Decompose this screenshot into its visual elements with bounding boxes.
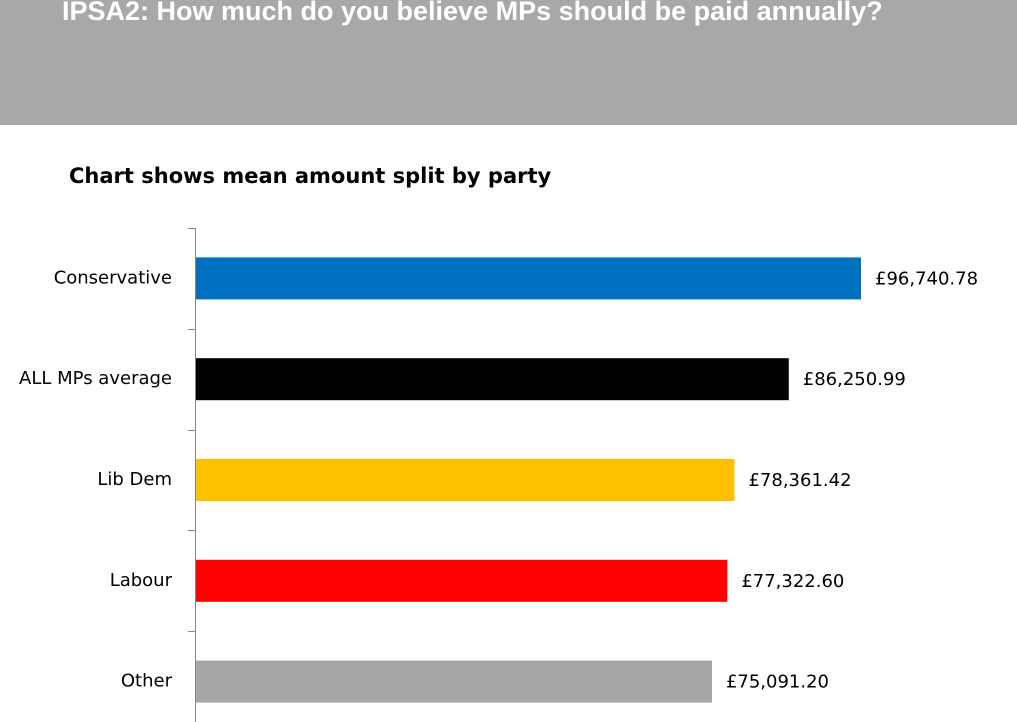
header-band <box>0 0 1017 125</box>
bar <box>196 459 735 501</box>
chart-title: IPSA2: How much do you believe MPs shoul… <box>62 0 883 26</box>
value-label: £75,091.20 <box>726 672 829 693</box>
category-label: Lib Dem <box>97 469 172 490</box>
category-label: Labour <box>110 570 173 591</box>
category-label: Other <box>121 671 173 692</box>
bar <box>196 257 861 300</box>
bar <box>196 358 789 401</box>
value-label: £86,250.99 <box>803 369 906 390</box>
value-label: £78,361.42 <box>748 470 851 491</box>
bar <box>196 559 728 602</box>
category-label: ALL MPs average <box>19 368 172 389</box>
value-label: £77,322.60 <box>741 571 844 592</box>
chart-subtitle: Chart shows mean amount split by party <box>69 164 552 188</box>
value-label: £96,740.78 <box>875 268 978 289</box>
category-label: Conservative <box>54 267 172 288</box>
bar <box>196 660 712 703</box>
